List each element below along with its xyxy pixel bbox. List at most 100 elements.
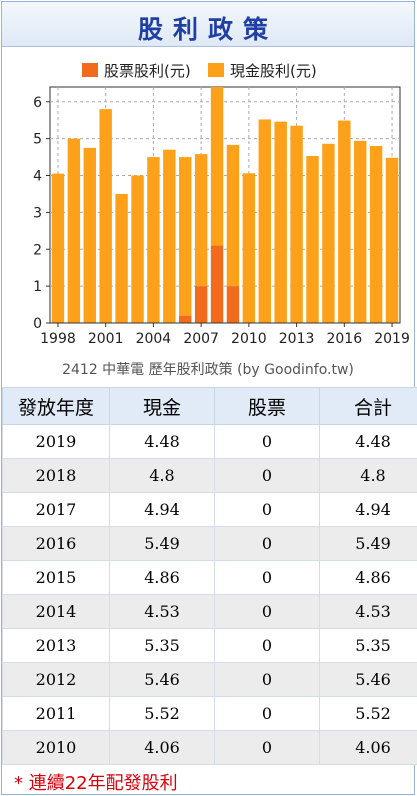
year-cell: 2012 bbox=[2, 662, 110, 697]
footnote: * 連續22年配發股利 bbox=[14, 773, 178, 794]
header-year: 發放年度 bbox=[2, 387, 110, 425]
header-cash: 現金 bbox=[109, 387, 215, 425]
cash-cell: 5.35 bbox=[109, 628, 215, 663]
stock-cell: 0 bbox=[214, 730, 320, 765]
stock-cell: 0 bbox=[214, 424, 320, 459]
year-cell: 2015 bbox=[2, 560, 110, 595]
x-tick-label: 1998 bbox=[40, 331, 76, 347]
cash-dividend-bar bbox=[115, 193, 128, 323]
legend-swatch bbox=[208, 63, 224, 77]
table-row: 2018 4.8 0 4.8 bbox=[2, 458, 417, 493]
table-row: 2015 4.86 0 4.86 bbox=[2, 560, 417, 595]
dividend-table: 發放年度 現金 股票 合計 2019 4.48 0 4.48 2018 4.8 0 4.8 20… bbox=[2, 387, 417, 765]
dividend-chart-svg: 0 1 2 3 4 5 6 1998 2001 2004 2007 2010 2013 2016 2019 股… bbox=[33, 62, 410, 378]
stock-cell: 0 bbox=[214, 526, 320, 561]
dividend-chart: 0 1 2 3 4 5 6 1998 2001 2004 2007 2010 2013 2016 2019 股… bbox=[2, 47, 414, 383]
year-cell: 2019 bbox=[2, 424, 110, 459]
cash-dividend-bar bbox=[99, 109, 112, 323]
cash-dividend-bar bbox=[258, 119, 271, 323]
year-cell: 2010 bbox=[2, 730, 110, 765]
table-header-row: 發放年度 現金 股票 合計 bbox=[2, 387, 417, 425]
total-cell: 4.8 bbox=[319, 458, 417, 493]
stock-cell: 0 bbox=[214, 560, 320, 595]
panel-header: 股利政策 bbox=[2, 2, 414, 47]
stock-cell: 0 bbox=[214, 628, 320, 663]
x-tick-label: 2007 bbox=[183, 331, 219, 347]
stock-cell: 0 bbox=[214, 492, 320, 527]
cash-dividend-bar bbox=[274, 121, 287, 323]
stock-cell: 0 bbox=[214, 696, 320, 731]
chart-caption: 2412 中華電 歷年股利政策 (by Goodinfo.tw) bbox=[62, 361, 354, 378]
cash-dividend-bar bbox=[369, 146, 383, 323]
cash-dividend-bar bbox=[67, 138, 81, 323]
cash-dividend-bar bbox=[385, 157, 399, 323]
year-cell: 2013 bbox=[2, 628, 110, 663]
cash-dividend-bar bbox=[131, 175, 144, 323]
cash-dividend-bar bbox=[354, 140, 367, 323]
cash-dividend-bar bbox=[51, 173, 65, 323]
cash-cell: 5.52 bbox=[109, 696, 215, 731]
table-row: 2011 5.52 0 5.52 bbox=[2, 696, 417, 731]
total-cell: 4.86 bbox=[319, 560, 417, 595]
table-row: 2014 4.53 0 4.53 bbox=[2, 594, 417, 629]
table-row: 2012 5.46 0 5.46 bbox=[2, 662, 417, 697]
cash-dividend-bar bbox=[338, 120, 351, 324]
total-cell: 5.49 bbox=[319, 526, 417, 561]
cash-cell: 4.53 bbox=[109, 594, 215, 629]
total-cell: 4.48 bbox=[319, 424, 417, 459]
cash-dividend-bar bbox=[322, 143, 335, 323]
cash-cell: 4.48 bbox=[109, 424, 215, 459]
cash-cell: 4.94 bbox=[109, 492, 215, 527]
page-title: 股利政策 bbox=[137, 15, 278, 44]
legend-label: 現金股利(元) bbox=[230, 62, 317, 80]
year-cell: 2017 bbox=[2, 492, 110, 527]
y-tick-label: 5 bbox=[33, 132, 42, 148]
table-row: 2019 4.48 0 4.48 bbox=[2, 424, 417, 459]
stock-dividend-bar bbox=[226, 286, 240, 323]
y-tick-label: 0 bbox=[33, 316, 42, 332]
table-row: 2013 5.35 0 5.35 bbox=[2, 628, 417, 663]
stock-dividend-bar bbox=[194, 286, 208, 323]
year-cell: 2011 bbox=[2, 696, 110, 731]
table-row: 2016 5.49 0 5.49 bbox=[2, 526, 417, 561]
y-tick-label: 4 bbox=[33, 169, 42, 185]
x-tick-label: 2010 bbox=[231, 331, 267, 347]
stock-dividend-bar bbox=[179, 315, 192, 323]
cash-dividend-bar bbox=[83, 147, 96, 323]
y-tick-label: 1 bbox=[33, 279, 42, 295]
x-tick-label: 2019 bbox=[374, 331, 410, 347]
legend-swatch bbox=[82, 63, 98, 77]
cash-dividend-bar bbox=[242, 173, 256, 323]
cash-dividend-bar bbox=[194, 154, 208, 287]
cash-dividend-bar bbox=[226, 144, 240, 287]
total-cell: 4.94 bbox=[319, 492, 417, 527]
header-stock: 股票 bbox=[214, 387, 320, 425]
stock-cell: 0 bbox=[214, 662, 320, 697]
y-tick-label: 6 bbox=[33, 95, 42, 111]
table-body: 2019 4.48 0 4.48 2018 4.8 0 4.8 2017 4.94 0 4.94 201… bbox=[2, 424, 417, 765]
cash-cell: 4.8 bbox=[109, 458, 215, 493]
header-total: 合計 bbox=[319, 387, 417, 425]
y-tick-label: 2 bbox=[33, 242, 42, 258]
total-cell: 5.52 bbox=[319, 696, 417, 731]
year-cell: 2014 bbox=[2, 594, 110, 629]
cash-dividend-bar bbox=[179, 157, 192, 316]
stock-cell: 0 bbox=[214, 458, 320, 493]
total-cell: 5.35 bbox=[319, 628, 417, 663]
cash-dividend-bar bbox=[163, 149, 176, 323]
cash-dividend-bar bbox=[147, 157, 160, 323]
x-tick-label: 2001 bbox=[88, 331, 124, 347]
total-cell: 5.46 bbox=[319, 662, 417, 697]
cash-cell: 5.49 bbox=[109, 526, 215, 561]
stock-dividend-bar bbox=[210, 245, 224, 323]
total-cell: 4.53 bbox=[319, 594, 417, 629]
stock-cell: 0 bbox=[214, 594, 320, 629]
cash-dividend-bar bbox=[210, 87, 224, 246]
x-tick-label: 2004 bbox=[136, 331, 172, 347]
total-cell: 4.06 bbox=[319, 730, 417, 765]
x-tick-label: 2016 bbox=[326, 331, 362, 347]
x-tick-label: 2013 bbox=[279, 331, 315, 347]
cash-dividend-bar bbox=[290, 125, 303, 323]
cash-dividend-bar bbox=[306, 155, 319, 323]
table-row: 2010 4.06 0 4.06 bbox=[2, 730, 417, 765]
